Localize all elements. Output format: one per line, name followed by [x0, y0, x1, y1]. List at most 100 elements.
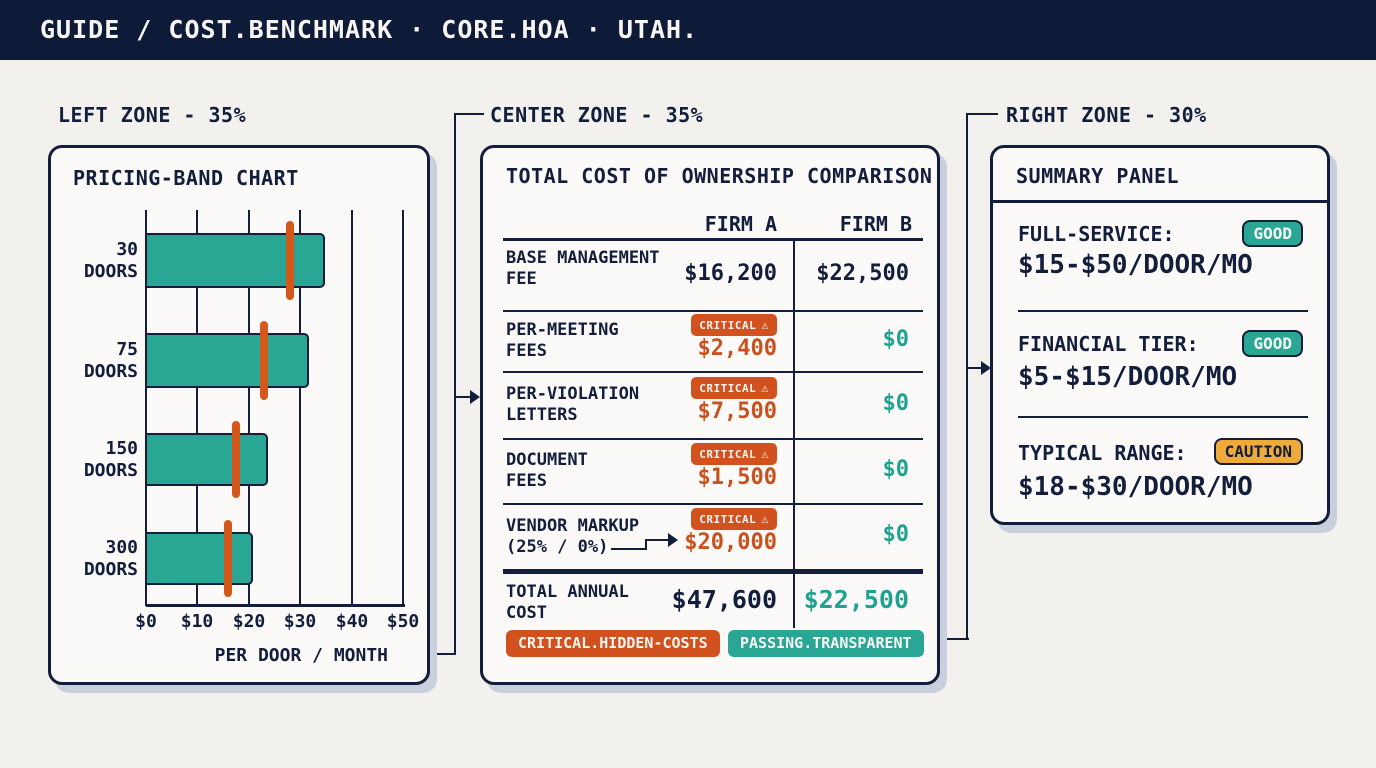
status-badge-hidden-costs: CRITICAL.HIDDEN-COSTS: [506, 630, 720, 657]
category-label: 150 DOORS: [83, 437, 138, 481]
summary-divider: [1018, 310, 1308, 312]
connector-left-center-vertical: [454, 113, 456, 655]
good-badge: GOOD: [1242, 330, 1303, 357]
row-value-firm-b: $0: [882, 391, 910, 416]
price-band-bar: [145, 233, 325, 288]
summary-item-value: $5-$15/DOOR/MO: [1018, 362, 1238, 392]
row-value-firm-b: $0: [882, 327, 910, 352]
gridline: [248, 210, 250, 606]
row-value-firm-a: $16,200: [684, 261, 777, 286]
median-marker: [224, 520, 232, 597]
summary-item-value: $15-$50/DOOR/MO: [1018, 250, 1253, 280]
comparison-card: TOTAL COST OF OWNERSHIP COMPARISON FIRM …: [480, 145, 940, 685]
column-divider: [793, 240, 795, 628]
header-bar: GUIDE / COST.BENCHMARK · CORE.HOA · UTAH…: [0, 0, 1376, 60]
x-axis-label: PER DOOR / MONTH: [214, 645, 388, 666]
summary-item-label: TYPICAL RANGE:: [1018, 441, 1187, 465]
connector-center-right-arrow-line: [968, 367, 982, 369]
row-value-firm-b: $22,500: [816, 261, 909, 286]
chart-plot: [145, 210, 405, 607]
x-tick-label: $30: [283, 611, 317, 632]
column-header-firm-a: FIRM A: [704, 212, 777, 236]
summary-divider: [1018, 416, 1308, 418]
summary-item-value: $18-$30/DOOR/MO: [1018, 472, 1253, 502]
total-value-firm-b: $22,500: [803, 585, 909, 614]
category-label: 300 DOORS: [83, 536, 138, 580]
x-tick-label: $40: [335, 611, 369, 632]
warning-icon: ⚠: [761, 447, 769, 461]
x-tick-label: $0: [135, 611, 157, 632]
gridline: [299, 210, 301, 606]
row-label: PER-VIOLATION LETTERS: [506, 384, 640, 425]
gridline: [196, 210, 198, 606]
median-marker: [232, 421, 240, 498]
connector-left-center-arrow-line: [456, 396, 471, 398]
good-badge: GOOD: [1242, 220, 1303, 247]
median-marker: [286, 221, 294, 300]
total-value-firm-a: $47,600: [671, 585, 777, 614]
total-divider: [503, 569, 923, 574]
gridline: [402, 210, 404, 606]
warning-icon: ⚠: [761, 318, 769, 332]
row-divider: [503, 310, 923, 312]
row-label: PER-MEETING FEES: [506, 320, 619, 361]
chart-title: PRICING-BAND CHART: [73, 166, 299, 190]
connector-center-right-top: [966, 113, 998, 115]
warning-icon: ⚠: [761, 512, 769, 526]
right-arrow-icon: [668, 533, 678, 547]
price-band-bar: [145, 333, 309, 388]
x-axis-line: [146, 604, 405, 607]
column-header-firm-b: FIRM B: [839, 212, 912, 236]
row-divider: [503, 438, 923, 440]
center-zone-label: CENTER ZONE - 35%: [490, 103, 704, 127]
total-row-label: TOTAL ANNUAL COST: [506, 582, 629, 623]
gridline: [145, 210, 147, 606]
critical-badge: CRITICAL ⚠: [691, 443, 777, 465]
row-value-firm-b: $0: [882, 522, 910, 547]
header-divider: [503, 238, 923, 241]
summary-title: SUMMARY PANEL: [1016, 164, 1180, 188]
connector-center-right-vertical: [966, 113, 968, 640]
x-tick-label: $50: [386, 611, 420, 632]
critical-badge: CRITICAL ⚠: [691, 377, 777, 399]
row-divider: [503, 503, 923, 505]
status-badge-transparent: PASSING.TRANSPARENT: [728, 630, 924, 657]
pricing-card: PRICING-BAND CHART PER DOOR / MONTH $0 $1…: [48, 145, 430, 685]
connector-center-right-bottom: [918, 638, 969, 640]
summary-header: SUMMARY PANEL: [993, 148, 1327, 203]
summary-item-label: FINANCIAL TIER:: [1018, 332, 1199, 356]
row-label: VENDOR MARKUP (25% / 0%): [506, 516, 640, 557]
x-tick-label: $20: [232, 611, 266, 632]
row-divider: [503, 371, 923, 373]
caution-badge: CAUTION: [1213, 438, 1303, 465]
vendor-arrow-line: [611, 548, 647, 550]
summary-item-label: FULL-SERVICE:: [1018, 222, 1175, 246]
price-band-bar: [145, 433, 268, 486]
row-value-firm-a: $2,400: [697, 336, 777, 361]
row-value-firm-a: $1,500: [697, 465, 777, 490]
left-zone-label: LEFT ZONE - 35%: [58, 103, 247, 127]
right-arrow-icon: [470, 390, 480, 404]
vendor-arrow-elbow: [645, 540, 647, 550]
critical-badge: CRITICAL ⚠: [691, 508, 777, 530]
category-label: 30 DOORS: [83, 238, 138, 282]
right-arrow-icon: [981, 361, 991, 375]
vendor-arrow-line: [645, 539, 669, 541]
category-label: 75 DOORS: [83, 338, 138, 382]
median-marker: [260, 321, 268, 400]
right-zone-label: RIGHT ZONE - 30%: [1006, 103, 1207, 127]
gridline: [351, 210, 353, 606]
row-label: BASE MANAGEMENT FEE: [506, 248, 660, 289]
summary-card: SUMMARY PANEL FULL-SERVICE: GOOD $15-$50…: [990, 145, 1330, 525]
header-title: GUIDE / COST.BENCHMARK · CORE.HOA · UTAH…: [40, 15, 699, 44]
critical-badge: CRITICAL ⚠: [691, 314, 777, 336]
row-value-firm-a: $7,500: [697, 399, 777, 424]
row-label: DOCUMENT FEES: [506, 450, 588, 491]
row-value-firm-b: $0: [882, 457, 910, 482]
connector-left-center-top: [454, 113, 484, 115]
warning-icon: ⚠: [761, 381, 769, 395]
row-value-firm-a: $20,000: [684, 530, 777, 555]
x-tick-label: $10: [180, 611, 214, 632]
price-band-bar: [145, 532, 253, 585]
